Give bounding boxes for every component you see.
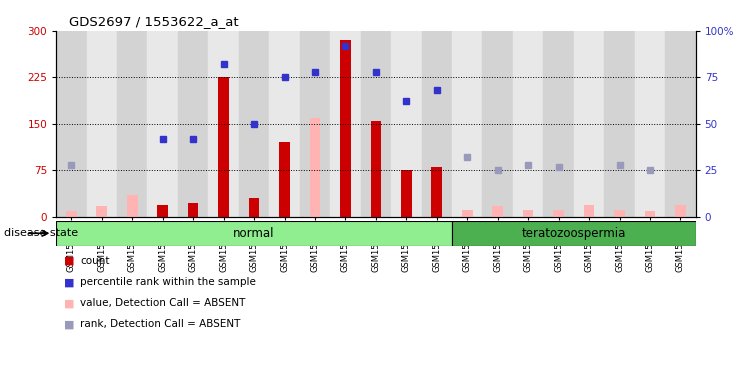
Bar bbox=[279, 142, 289, 217]
Bar bbox=[452, 31, 482, 217]
Text: count: count bbox=[80, 256, 109, 266]
Bar bbox=[523, 210, 533, 217]
Bar bbox=[96, 206, 107, 217]
Bar bbox=[269, 31, 300, 217]
Bar bbox=[127, 195, 138, 217]
Bar bbox=[554, 210, 564, 217]
Text: percentile rank within the sample: percentile rank within the sample bbox=[80, 277, 256, 287]
Bar bbox=[645, 211, 655, 217]
Text: value, Detection Call = ABSENT: value, Detection Call = ABSENT bbox=[80, 298, 245, 308]
Text: ■: ■ bbox=[64, 298, 74, 308]
Text: disease state: disease state bbox=[4, 228, 78, 238]
Text: teratozoospermia: teratozoospermia bbox=[521, 227, 626, 240]
Bar bbox=[157, 205, 168, 217]
Bar bbox=[239, 31, 269, 217]
Bar bbox=[462, 210, 473, 217]
Bar bbox=[583, 205, 595, 217]
Bar bbox=[401, 170, 411, 217]
Bar bbox=[513, 31, 543, 217]
Bar bbox=[635, 31, 665, 217]
Text: ■: ■ bbox=[64, 319, 74, 329]
Bar bbox=[66, 211, 76, 217]
Bar bbox=[391, 31, 422, 217]
Bar bbox=[147, 31, 178, 217]
Bar bbox=[370, 121, 381, 217]
Bar bbox=[300, 31, 330, 217]
Bar bbox=[604, 31, 635, 217]
Bar bbox=[452, 221, 696, 246]
Bar bbox=[361, 31, 391, 217]
Bar bbox=[543, 31, 574, 217]
Bar bbox=[432, 167, 442, 217]
Text: rank, Detection Call = ABSENT: rank, Detection Call = ABSENT bbox=[80, 319, 240, 329]
Bar bbox=[422, 31, 452, 217]
Bar bbox=[209, 31, 239, 217]
Bar bbox=[310, 118, 320, 217]
Text: ■: ■ bbox=[64, 256, 74, 266]
Bar bbox=[574, 31, 604, 217]
Text: GDS2697 / 1553622_a_at: GDS2697 / 1553622_a_at bbox=[69, 15, 239, 28]
Bar bbox=[117, 31, 147, 217]
Text: ■: ■ bbox=[64, 277, 74, 287]
Bar bbox=[56, 221, 452, 246]
Bar bbox=[178, 31, 209, 217]
Bar bbox=[218, 77, 229, 217]
Bar bbox=[56, 31, 87, 217]
Bar bbox=[249, 199, 260, 217]
Bar bbox=[87, 31, 117, 217]
Bar bbox=[675, 205, 686, 217]
Bar bbox=[340, 40, 351, 217]
Bar bbox=[482, 31, 513, 217]
Bar bbox=[188, 203, 198, 217]
Text: normal: normal bbox=[233, 227, 275, 240]
Bar bbox=[330, 31, 361, 217]
Bar bbox=[665, 31, 696, 217]
Bar bbox=[614, 210, 625, 217]
Bar bbox=[492, 206, 503, 217]
